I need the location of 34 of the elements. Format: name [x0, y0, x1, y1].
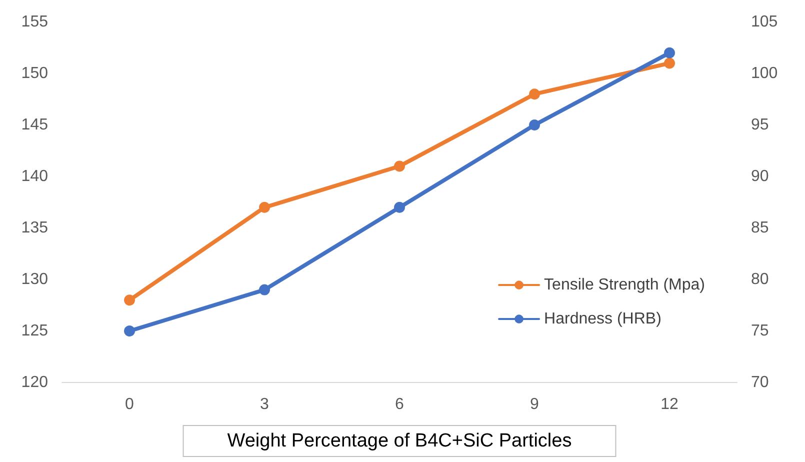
- point: [529, 120, 540, 130]
- legend-label: Hardness (HRB): [544, 310, 662, 328]
- point: [259, 202, 270, 213]
- y2-tick-label: 90: [751, 168, 769, 185]
- y-tick-label: 125: [21, 322, 48, 340]
- y2-tick-label: 80: [751, 271, 769, 288]
- point: [394, 160, 405, 172]
- y-tick-label: 155: [21, 14, 48, 30]
- x-tick-label: 3: [260, 396, 270, 413]
- point: [394, 202, 405, 213]
- point: [529, 88, 540, 100]
- x-tick-label: 12: [660, 396, 678, 413]
- y-tick-label: 120: [21, 374, 48, 391]
- x-axis-title: Weight Percentage of B4C+SiC Particles: [227, 430, 572, 452]
- point: [124, 326, 135, 336]
- y2-tick-label: 70: [751, 374, 769, 391]
- y-tick-label: 140: [21, 168, 48, 185]
- y-tick-label: 135: [21, 220, 48, 236]
- point: [259, 284, 270, 296]
- x-tick-label: 6: [395, 396, 404, 413]
- legend-label: Tensile Strength (Mpa): [544, 276, 706, 294]
- y-tick-label: 150: [21, 65, 48, 82]
- point: [664, 47, 675, 58]
- y2-tick-label: 85: [751, 220, 769, 236]
- y2-tick-label: 100: [751, 65, 778, 82]
- y-tick-label: 145: [21, 116, 48, 134]
- y2-tick-label: 105: [751, 14, 778, 30]
- point: [664, 58, 675, 69]
- x-tick-label: 9: [530, 396, 540, 413]
- y2-tick-label: 75: [751, 322, 769, 340]
- point: [124, 294, 135, 306]
- y-tick-label: 130: [21, 271, 48, 288]
- y2-tick-label: 95: [751, 116, 769, 134]
- x-tick-label: 0: [125, 396, 134, 413]
